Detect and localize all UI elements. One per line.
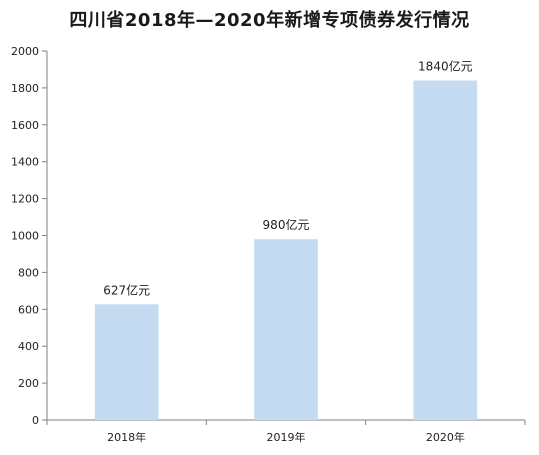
x-tick-label: 2019年 bbox=[267, 430, 306, 444]
bar-2019年 bbox=[254, 239, 318, 420]
y-tick-label: 0 bbox=[32, 414, 39, 427]
bar-2020年 bbox=[413, 80, 478, 421]
y-axis: 0 200 400 600 800 1000 1200 1400 1600 1800 2000 bbox=[11, 45, 48, 427]
y-tick-label: 800 bbox=[18, 266, 39, 279]
y-tick-label: 1600 bbox=[11, 119, 39, 132]
x-tick-label: 2018年 bbox=[107, 430, 146, 444]
y-tick-label: 400 bbox=[18, 340, 39, 353]
data-labels: 627亿元 980亿元 1840亿元 bbox=[103, 59, 472, 298]
y-tick-label: 1000 bbox=[11, 230, 39, 243]
x-tick-label: 2020年 bbox=[426, 430, 465, 444]
y-tick-label: 200 bbox=[18, 377, 39, 390]
y-tick-label: 600 bbox=[18, 303, 39, 316]
y-tick-label: 2000 bbox=[11, 45, 39, 58]
chart-title: 四川省2018年—2020年新增专项债券发行情况 bbox=[69, 10, 470, 31]
bar-2018年 bbox=[94, 304, 159, 420]
data-label: 627亿元 bbox=[103, 282, 150, 297]
bars bbox=[94, 80, 478, 421]
y-tick-label: 1400 bbox=[11, 156, 39, 169]
data-label: 980亿元 bbox=[263, 217, 310, 232]
y-tick-label: 1800 bbox=[11, 82, 39, 95]
x-axis: 2018年 2019年 2020年 bbox=[46, 419, 526, 444]
data-label: 1840亿元 bbox=[418, 59, 473, 74]
y-tick-label: 1200 bbox=[11, 193, 39, 206]
